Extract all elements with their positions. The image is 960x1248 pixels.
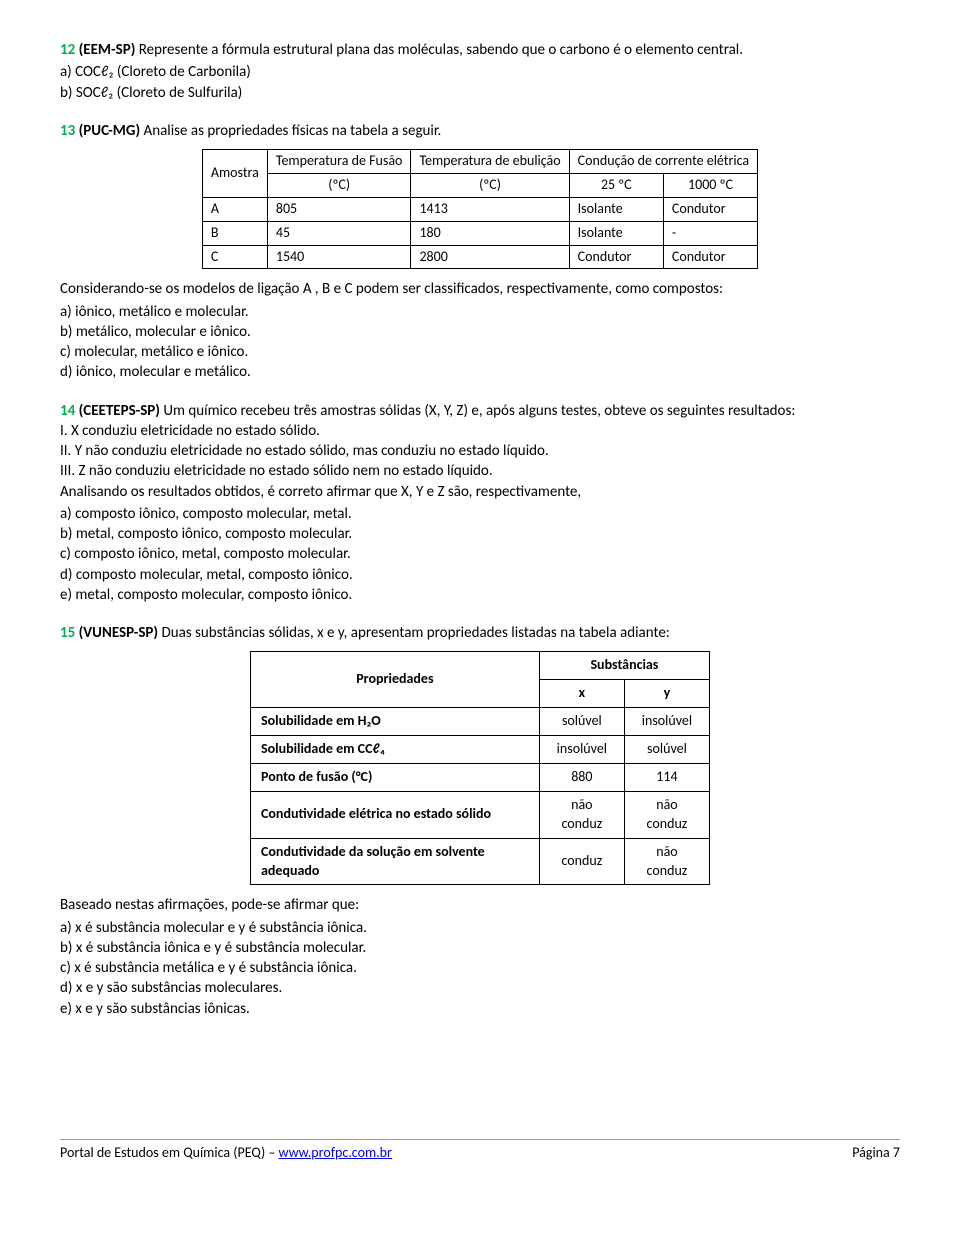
t1-r2c0: B [202,221,267,245]
q15-opt-e: e) x e y são substâncias iônicas. [60,999,900,1019]
t2-r3x: não conduz [539,791,624,838]
q12-source: (EEM-SP) [79,41,136,59]
q13-number: 13 [60,122,75,140]
q13-after: Considerando-se os modelos de ligação A … [60,279,900,299]
q15-source: (VUNESP-SP) [79,624,158,642]
t1-h-tfusao: Temperatura de Fusão [267,150,411,174]
q14-options: a) composto iônico, composto molecular, … [60,504,900,605]
q14-source: (CEETEPS-SP) [79,402,160,420]
t2-r0x: solúvel [539,708,624,736]
q13-opt-a: a) iônico, metálico e molecular. [60,302,900,322]
q15-opt-c: c) x é substância metálica e y é substân… [60,958,900,978]
q12-number: 12 [60,41,75,59]
t1-h-tebul: Temperatura de ebulição [411,150,569,174]
t2-r2y: 114 [624,764,709,792]
q14-text: Um químico recebeu três amostras sólidas… [163,402,795,420]
footer-link[interactable]: www.profpc.com.br [279,1144,392,1161]
t1-r3c0: C [202,245,267,269]
t1-r1c1: 805 [267,197,411,221]
t2-r1y: solúvel [624,736,709,764]
q14-opt-c: c) composto iônico, metal, composto mole… [60,544,900,564]
q15-opt-d: d) x e y são substâncias moleculares. [60,978,900,998]
q14-I: I. X conduziu eletricidade no estado sól… [60,421,900,441]
q14-opt-e: e) metal, composto molecular, composto i… [60,585,900,605]
q13-text: Analise as propriedades físicas na tabel… [144,122,442,140]
q14-opt-b: b) metal, composto iônico, composto mole… [60,524,900,544]
q13-opt-d: d) iônico, molecular e metálico. [60,362,900,382]
question-15: 15 (VUNESP-SP) Duas substâncias sólidas,… [60,623,900,1019]
q12-stem: 12 (EEM-SP) Represente a fórmula estrutu… [60,40,900,60]
t2-r4y: não conduz [624,838,709,885]
q13-opt-b: b) metálico, molecular e iônico. [60,322,900,342]
t2-r1p: Solubilidade em CCℓ₄ [251,736,540,764]
t2-r2x: 880 [539,764,624,792]
q13-source: (PUC-MG) [79,122,141,140]
t2-col-y: y [624,680,709,708]
footer-right: Página 7 [852,1144,900,1163]
q15-options: a) x é substância molecular e y é substâ… [60,918,900,1019]
q14-opt-d: d) composto molecular, metal, composto i… [60,565,900,585]
t2-r1x: insolúvel [539,736,624,764]
t2-r0y: insolúvel [624,708,709,736]
t1-r2c4: - [663,221,757,245]
t2-r3p: Condutividade elétrica no estado sólido [251,791,540,838]
t1-r3c4: Condutor [663,245,757,269]
q15-number: 15 [60,624,75,642]
t1-r2c1: 45 [267,221,411,245]
t1-h-amostra: Amostra [202,150,267,198]
t2-r4p: Condutividade da solução em solvente ade… [251,838,540,885]
q13-stem: 13 (PUC-MG) Analise as propriedades físi… [60,121,900,141]
q14-stem: 14 (CEETEPS-SP) Um químico recebeu três … [60,401,900,421]
q13-options: a) iônico, metálico e molecular. b) metá… [60,302,900,383]
q14-II: II. Y não conduziu eletricidade no estad… [60,441,900,461]
q14-opt-a: a) composto iônico, composto molecular, … [60,504,900,524]
t2-r0p: Solubilidade em H₂O [251,708,540,736]
t2-r4x: conduz [539,838,624,885]
q12-text: Represente a fórmula estrutural plana da… [139,41,743,59]
q15-stem: 15 (VUNESP-SP) Duas substâncias sólidas,… [60,623,900,643]
q12-opt-b: b) SOCℓ₂ (Cloreto de Sulfurila) [60,83,900,103]
q15-opt-a: a) x é substância molecular e y é substâ… [60,918,900,938]
t1-r1c4: Condutor [663,197,757,221]
q14-lead: Analisando os resultados obtidos, é corr… [60,482,900,502]
t2-h-prop: Propriedades [251,652,540,708]
t1-r2c3: Isolante [569,221,663,245]
t2-r3y: não conduz [624,791,709,838]
q13-table: Amostra Temperatura de Fusão Temperatura… [202,149,758,269]
question-13: 13 (PUC-MG) Analise as propriedades físi… [60,121,900,383]
q14-number: 14 [60,402,75,420]
t1-r1c0: A [202,197,267,221]
page-footer: Portal de Estudos em Química (PEQ) – www… [60,1139,900,1163]
t1-u1: (ºC) [267,173,411,197]
t1-r3c3: Condutor [569,245,663,269]
t1-u4: 1000 ºC [663,173,757,197]
q14-III: III. Z não conduziu eletricidade no esta… [60,461,900,481]
question-14: 14 (CEETEPS-SP) Um químico recebeu três … [60,401,900,606]
t2-r2p: Ponto de fusão (°C) [251,764,540,792]
q13-opt-c: c) molecular, metálico e iônico. [60,342,900,362]
t1-r3c1: 1540 [267,245,411,269]
q15-table: Propriedades Substâncias x y Solubilidad… [250,651,710,885]
t2-col-x: x [539,680,624,708]
t1-h-cond: Condução de corrente elétrica [569,150,757,174]
footer-left-text: Portal de Estudos em Química (PEQ) – [60,1144,279,1161]
t1-r1c2: 1413 [411,197,569,221]
q15-opt-b: b) x é substância iônica e y é substânci… [60,938,900,958]
q12-opt-a: a) COCℓ₂ (Cloreto de Carbonila) [60,62,900,82]
t1-u3: 25 ºC [569,173,663,197]
question-12: 12 (EEM-SP) Represente a fórmula estrutu… [60,40,900,103]
t1-r2c2: 180 [411,221,569,245]
t1-r3c2: 2800 [411,245,569,269]
t1-r1c3: Isolante [569,197,663,221]
footer-left: Portal de Estudos em Química (PEQ) – www… [60,1144,392,1163]
q15-text: Duas substâncias sólidas, x e y, apresen… [162,624,670,642]
t1-u2: (ºC) [411,173,569,197]
q12-options: a) COCℓ₂ (Cloreto de Carbonila) b) SOCℓ₂… [60,62,900,103]
q15-after: Baseado nestas afirmações, pode-se afirm… [60,895,900,915]
t2-h-subs: Substâncias [539,652,709,680]
